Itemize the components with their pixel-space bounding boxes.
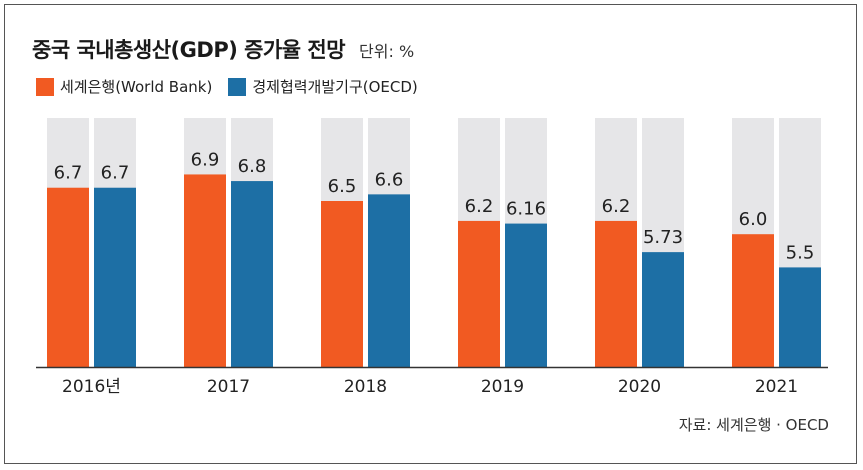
data-label: 6.2 [602,196,631,217]
data-label: 6.2 [465,196,494,217]
data-label: 6.6 [375,169,404,190]
chart-frame [4,4,857,464]
bar [779,267,821,367]
x-tick-label: 2021 [755,377,798,397]
bar [184,174,226,367]
data-label: 6.16 [506,199,546,220]
bar [94,187,136,367]
x-tick-label: 2018 [344,377,387,397]
title-row: 중국 국내총생산(GDP) 증가율 전망 단위: % [32,34,414,64]
bar [368,194,410,367]
bar [642,252,684,367]
data-label: 6.7 [101,163,130,184]
data-label: 6.0 [739,209,768,230]
legend: 세계은행(World Bank) 경제협력개발기구(OECD) [36,76,434,97]
legend-item-oecd: 경제협력개발기구(OECD) [228,76,418,97]
legend-swatch-world-bank [36,77,54,96]
source-note: 자료: 세계은행 · OECD [678,416,829,434]
bar [505,223,547,367]
data-label: 6.5 [328,176,357,197]
chart-title: 중국 국내총생산(GDP) 증가율 전망 [32,38,346,62]
data-label: 5.5 [786,242,815,263]
data-label: 6.9 [191,149,220,170]
x-tick-label: 2020 [618,377,661,397]
bar [231,181,273,367]
x-tick-label: 2016년 [62,377,121,397]
bar [595,220,637,367]
data-label: 5.73 [643,227,683,248]
legend-label-world-bank: 세계은행(World Bank) [60,78,213,96]
x-tick-label: 2017 [207,377,250,397]
unit-label: 단위: % [359,42,415,61]
legend-item-world-bank: 세계은행(World Bank) [36,76,212,97]
bar [732,234,774,367]
legend-swatch-oecd [228,77,247,96]
bar [47,187,89,367]
data-label: 6.7 [54,163,83,184]
data-label: 6.8 [238,156,267,177]
x-tick-label: 2019 [481,377,524,397]
bar [458,220,500,367]
legend-label-oecd: 경제협력개발기구(OECD) [252,78,418,96]
bar [321,201,363,367]
